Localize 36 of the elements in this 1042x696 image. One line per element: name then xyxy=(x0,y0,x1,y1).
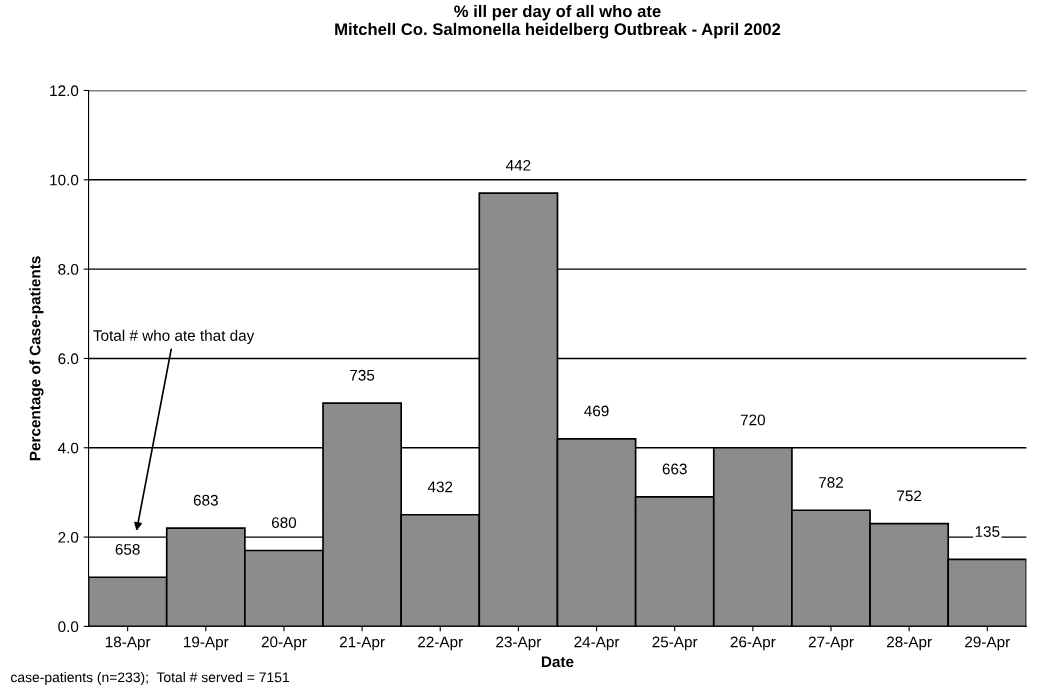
x-tick-label: 19-Apr xyxy=(184,636,229,651)
x-tick-label: 26-Apr xyxy=(730,636,776,651)
annotation: 135 xyxy=(975,526,1000,537)
x-tick-label: 24-Apr xyxy=(574,636,620,651)
x-tick-label: 25-Apr xyxy=(652,636,698,651)
y-tick-label: 12.0 xyxy=(50,85,79,97)
y-tick-label: 2.0 xyxy=(58,531,79,543)
annotation: 680 xyxy=(271,517,297,529)
y-tick-label: 4.0 xyxy=(57,442,79,454)
y-axis-title: Percentage of Case-patients xyxy=(29,256,44,461)
x-tick-label: 20-Apr xyxy=(261,636,307,651)
annotation: 735 xyxy=(350,369,375,381)
x-tick-label: 23-Apr xyxy=(496,636,542,651)
x-tick-label: 18-Apr xyxy=(105,636,151,651)
annotation: 658 xyxy=(115,543,140,555)
chart-title: % ill per day of all who ate Mitchell Co. Salmonella heidelberg Outbreak - April 2002 xyxy=(335,4,781,39)
x-tick-label: 29-Apr xyxy=(965,636,1010,651)
y-tick-label: 6.0 xyxy=(58,353,79,365)
annotation: 469 xyxy=(584,405,609,417)
annotation: 683 xyxy=(193,494,218,506)
annotation: 752 xyxy=(897,490,922,502)
x-tick-label: 22-Apr xyxy=(418,636,463,651)
annotation: 720 xyxy=(740,414,765,426)
annotation: Total # who ate that day xyxy=(93,329,255,344)
annotation: 663 xyxy=(662,463,687,475)
y-tick-label: 8.0 xyxy=(58,263,79,275)
y-tick-label: 0.0 xyxy=(58,621,79,633)
annotation: 442 xyxy=(506,159,531,171)
x-tick-label: 27-Apr xyxy=(808,636,854,651)
x-axis-title: Date xyxy=(541,656,574,668)
text: case-patients (n=233); Total # served = 7151 xyxy=(11,672,289,685)
x-tick-label: 21-Apr xyxy=(339,636,385,651)
annotation: 782 xyxy=(819,477,843,488)
annotation: 432 xyxy=(427,481,453,493)
x-tick-label: 28-Apr xyxy=(886,636,932,651)
y-tick-label: 10.0 xyxy=(50,174,79,186)
